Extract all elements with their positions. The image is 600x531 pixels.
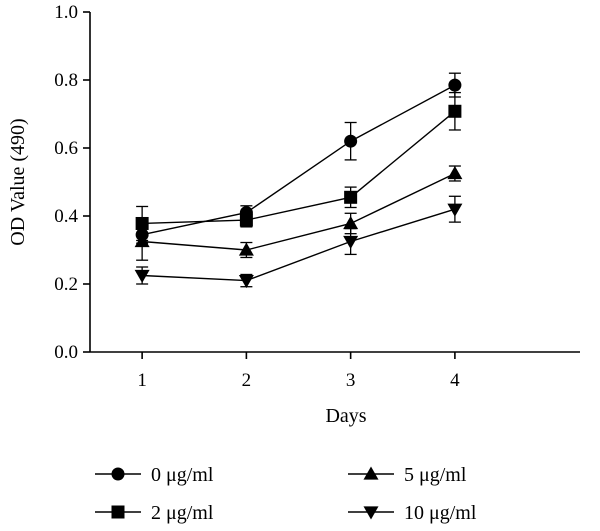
series-2 bbox=[134, 165, 463, 261]
legend-label: 0 μg/ml bbox=[151, 464, 214, 486]
ticks: 0.0 0.2 0.4 0.6 0.8 1.0 1 2 3 4 bbox=[54, 2, 460, 391]
y-tick-label: 0.2 bbox=[54, 274, 78, 295]
series-0 bbox=[135, 72, 462, 244]
y-tick-label: 0.8 bbox=[54, 70, 78, 91]
axes bbox=[89, 12, 580, 353]
y-tick-label: 1.0 bbox=[54, 2, 78, 23]
y-axis-title: OD Value (490) bbox=[7, 118, 29, 245]
plot-area bbox=[134, 72, 463, 289]
data-point bbox=[344, 190, 358, 204]
legend-marker bbox=[363, 506, 379, 520]
y-tick-label: 0.0 bbox=[54, 342, 78, 363]
x-tick-label: 4 bbox=[450, 370, 460, 391]
x-tick-label: 2 bbox=[242, 370, 252, 391]
legend-item: 0 μg/ml bbox=[95, 464, 214, 486]
legend-marker bbox=[111, 467, 125, 481]
data-point bbox=[134, 234, 150, 248]
series-1 bbox=[135, 91, 462, 242]
legend-marker bbox=[363, 466, 379, 480]
data-point bbox=[343, 215, 359, 230]
series-line bbox=[142, 110, 456, 225]
legend-label: 10 μg/ml bbox=[404, 502, 477, 524]
x-tick-label: 1 bbox=[137, 370, 147, 391]
legend-item: 10 μg/ml bbox=[348, 502, 477, 524]
legend: 0 μg/ml 2 μg/ml 5 μg/ml 10 μg/ml bbox=[95, 464, 477, 524]
x-axis-title: Days bbox=[325, 405, 366, 427]
data-point bbox=[447, 203, 463, 217]
legend-item: 2 μg/ml bbox=[95, 502, 214, 524]
data-point bbox=[238, 274, 254, 289]
y-tick-label: 0.6 bbox=[54, 138, 78, 159]
data-point bbox=[448, 78, 462, 92]
data-point bbox=[344, 134, 358, 148]
series-3 bbox=[134, 195, 463, 289]
data-point bbox=[238, 242, 254, 256]
legend-item: 5 μg/ml bbox=[348, 464, 467, 486]
data-point bbox=[448, 104, 462, 118]
data-point bbox=[343, 235, 359, 249]
x-tick-label: 3 bbox=[346, 370, 356, 391]
data-point bbox=[239, 213, 253, 227]
y-tick-label: 0.4 bbox=[54, 206, 78, 227]
series-line bbox=[141, 84, 456, 236]
legend-marker bbox=[111, 505, 125, 519]
legend-label: 5 μg/ml bbox=[404, 464, 467, 486]
legend-label: 2 μg/ml bbox=[151, 502, 214, 524]
data-point bbox=[134, 269, 150, 283]
series-line bbox=[142, 208, 456, 282]
series-line bbox=[142, 172, 456, 251]
data-point bbox=[447, 166, 463, 180]
